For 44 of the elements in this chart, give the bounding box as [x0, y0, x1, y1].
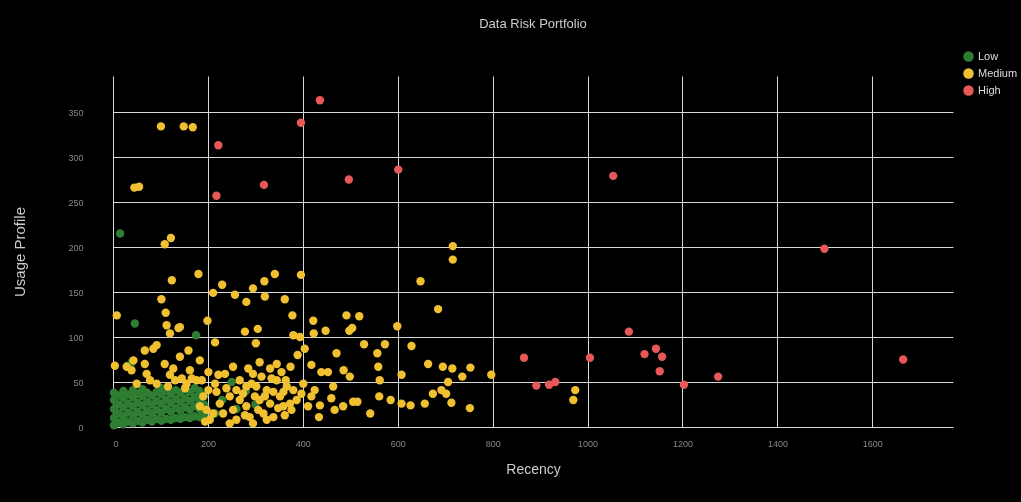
point — [532, 381, 541, 390]
point — [624, 327, 634, 336]
x-tick-label: 600 — [390, 438, 406, 449]
point — [609, 171, 618, 181]
point — [214, 141, 223, 150]
x-tick-label: 1000 — [578, 438, 599, 449]
y-tick-label: 100 — [68, 332, 84, 343]
legend-label: High — [978, 83, 1001, 96]
y-tick-label: 350 — [68, 107, 84, 118]
y-tick-label: 0 — [78, 422, 84, 433]
y-axis-title: Usage Profile — [11, 206, 29, 298]
point — [315, 96, 325, 105]
point — [820, 244, 829, 253]
point — [296, 118, 306, 127]
point — [259, 180, 269, 190]
y-tick-label: 250 — [68, 197, 84, 208]
y-tick-label: 200 — [68, 242, 84, 253]
x-tick-label: 400 — [295, 438, 311, 449]
point — [212, 191, 221, 200]
y-tick-label: 150 — [68, 287, 84, 298]
point — [640, 349, 649, 359]
point — [679, 380, 689, 389]
point — [713, 372, 723, 381]
x-axis-title: Recency — [506, 460, 561, 477]
x-tick-label: 1200 — [672, 438, 694, 449]
legend-label: Medium — [978, 66, 1018, 79]
point — [394, 165, 403, 174]
point — [551, 377, 560, 387]
point — [519, 353, 529, 362]
x-tick-label: 0 — [113, 438, 119, 449]
point — [344, 175, 354, 184]
point — [657, 352, 667, 361]
point — [585, 353, 595, 362]
point — [651, 344, 661, 353]
y-tick-label: 300 — [68, 152, 84, 163]
x-tick-label: 1400 — [767, 438, 788, 449]
y-tick-label: 50 — [73, 377, 84, 388]
x-tick-label: 200 — [200, 438, 216, 449]
legend-label: Low — [978, 49, 999, 62]
point — [655, 367, 664, 376]
chart-title: Data Risk Portfolio — [479, 16, 587, 31]
point — [898, 355, 908, 364]
x-tick-label: 1600 — [862, 438, 883, 449]
x-tick-label: 800 — [485, 438, 501, 449]
